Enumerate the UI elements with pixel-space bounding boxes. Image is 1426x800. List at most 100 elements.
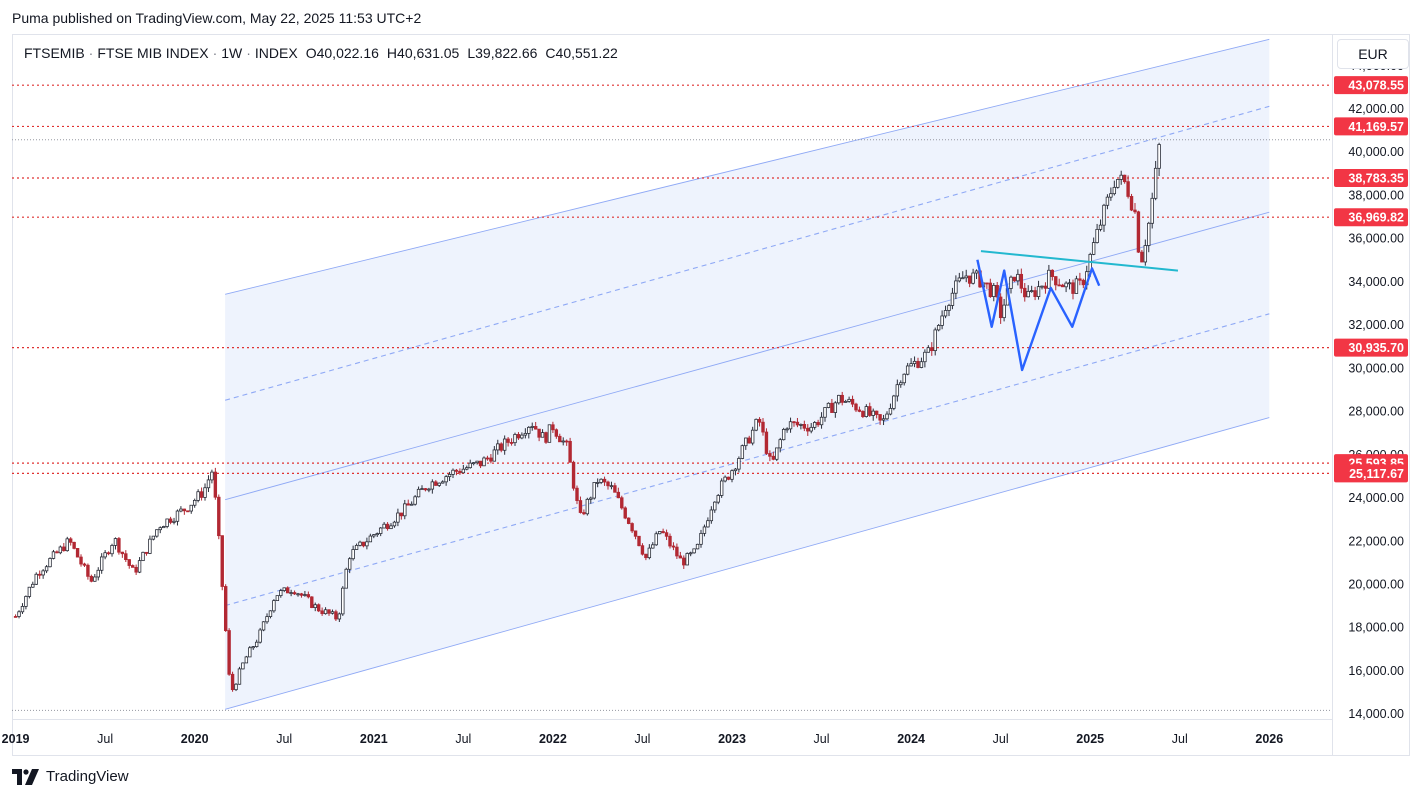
- candle-down: [637, 535, 641, 547]
- time-tick-label: Jul: [1172, 732, 1188, 746]
- candle-down: [792, 421, 796, 424]
- candle-up: [1150, 197, 1154, 224]
- candle-down: [516, 434, 521, 439]
- candle-down: [220, 535, 224, 587]
- regression-channel: [224, 38, 1270, 710]
- candle-down: [1023, 287, 1027, 298]
- candle-up: [237, 668, 242, 685]
- candle-down: [682, 557, 686, 566]
- candle-down: [399, 512, 404, 517]
- candle-down: [644, 553, 648, 559]
- candle-up: [313, 604, 317, 609]
- candle-up: [34, 573, 38, 585]
- candle-up: [296, 593, 300, 596]
- candle-up: [685, 553, 689, 566]
- candle-up: [1116, 179, 1120, 188]
- candle-up: [864, 406, 869, 417]
- candle-up: [161, 526, 166, 529]
- legend-sep: ·: [212, 45, 218, 61]
- candle-up: [1040, 285, 1044, 288]
- channel-lower-quarter-line: [224, 313, 1270, 607]
- candle-up: [926, 347, 931, 353]
- candle-up: [341, 587, 345, 615]
- candle-up: [909, 363, 913, 367]
- candle-up: [447, 474, 452, 478]
- candle-down: [675, 546, 679, 557]
- candle-up: [148, 538, 152, 554]
- candle-up: [823, 407, 827, 418]
- candle-up: [513, 434, 517, 444]
- candle-down: [1081, 279, 1086, 286]
- candle-up: [964, 275, 968, 279]
- candle-up: [151, 535, 156, 540]
- candle-down: [124, 553, 128, 561]
- candle-up: [740, 445, 745, 459]
- candle-up: [699, 532, 703, 545]
- candle-down: [1126, 181, 1130, 197]
- candle-down: [1057, 284, 1061, 287]
- candle-down: [117, 538, 121, 553]
- candle-down: [768, 453, 772, 457]
- candle-up: [1036, 286, 1041, 297]
- candle-down: [79, 556, 83, 565]
- candle-down: [106, 552, 111, 555]
- candle-up: [155, 529, 159, 537]
- candle-up: [496, 443, 500, 451]
- candle-up: [713, 501, 717, 511]
- candle-up: [1105, 196, 1110, 206]
- candle-down: [568, 440, 572, 463]
- candle-up: [837, 394, 841, 404]
- candle-up: [647, 547, 652, 559]
- candle-up: [31, 583, 35, 588]
- candle-down: [795, 421, 800, 426]
- candle-down: [1050, 269, 1055, 277]
- candle-down: [199, 491, 204, 498]
- currency-button[interactable]: EUR: [1337, 39, 1409, 69]
- candle-up: [492, 449, 497, 462]
- candle-down: [761, 421, 765, 433]
- candle-down: [606, 481, 610, 487]
- candle-up: [203, 487, 207, 498]
- candle-down: [613, 485, 617, 493]
- candle-up: [248, 647, 252, 658]
- candle-up: [258, 629, 262, 643]
- candle-up: [1029, 290, 1034, 293]
- legend-open-value: 40,022.16: [316, 45, 379, 61]
- candle-up: [809, 426, 813, 432]
- candle-down: [120, 551, 125, 555]
- candle-up: [940, 315, 944, 326]
- candle-up: [947, 305, 951, 311]
- time-tick-label: 2019: [2, 732, 30, 746]
- candle-up: [192, 499, 197, 506]
- candle-down: [616, 491, 621, 499]
- candle-down: [299, 593, 304, 596]
- candle-down: [213, 471, 218, 498]
- candle-up: [347, 558, 352, 570]
- channel-lower-line: [225, 417, 1270, 710]
- candle-down: [537, 428, 541, 438]
- candle-up: [599, 478, 603, 483]
- candle-down: [509, 442, 514, 444]
- time-tick-label: 2021: [360, 732, 388, 746]
- candle-down: [988, 282, 993, 297]
- level-price-label: 41,169.57: [1348, 120, 1404, 134]
- candle-up: [923, 351, 927, 363]
- candle-up: [520, 434, 524, 439]
- candle-up: [437, 482, 441, 486]
- neckline: [980, 250, 1179, 272]
- candle-up: [847, 398, 851, 402]
- candle-up: [389, 525, 393, 530]
- chart-frame: [12, 34, 1410, 756]
- candle-down: [861, 411, 865, 417]
- published-header: Puma published on TradingView.com, May 2…: [12, 10, 422, 26]
- candle-up: [902, 373, 906, 384]
- pattern-drawing: [976, 250, 1179, 372]
- candle-down: [857, 409, 862, 412]
- candle-up: [1064, 282, 1068, 288]
- candle-down: [506, 438, 510, 443]
- candle-up: [843, 400, 848, 403]
- candle-down: [1122, 174, 1127, 183]
- tradingview-brand[interactable]: TradingView: [12, 768, 129, 785]
- candle-up: [547, 424, 552, 443]
